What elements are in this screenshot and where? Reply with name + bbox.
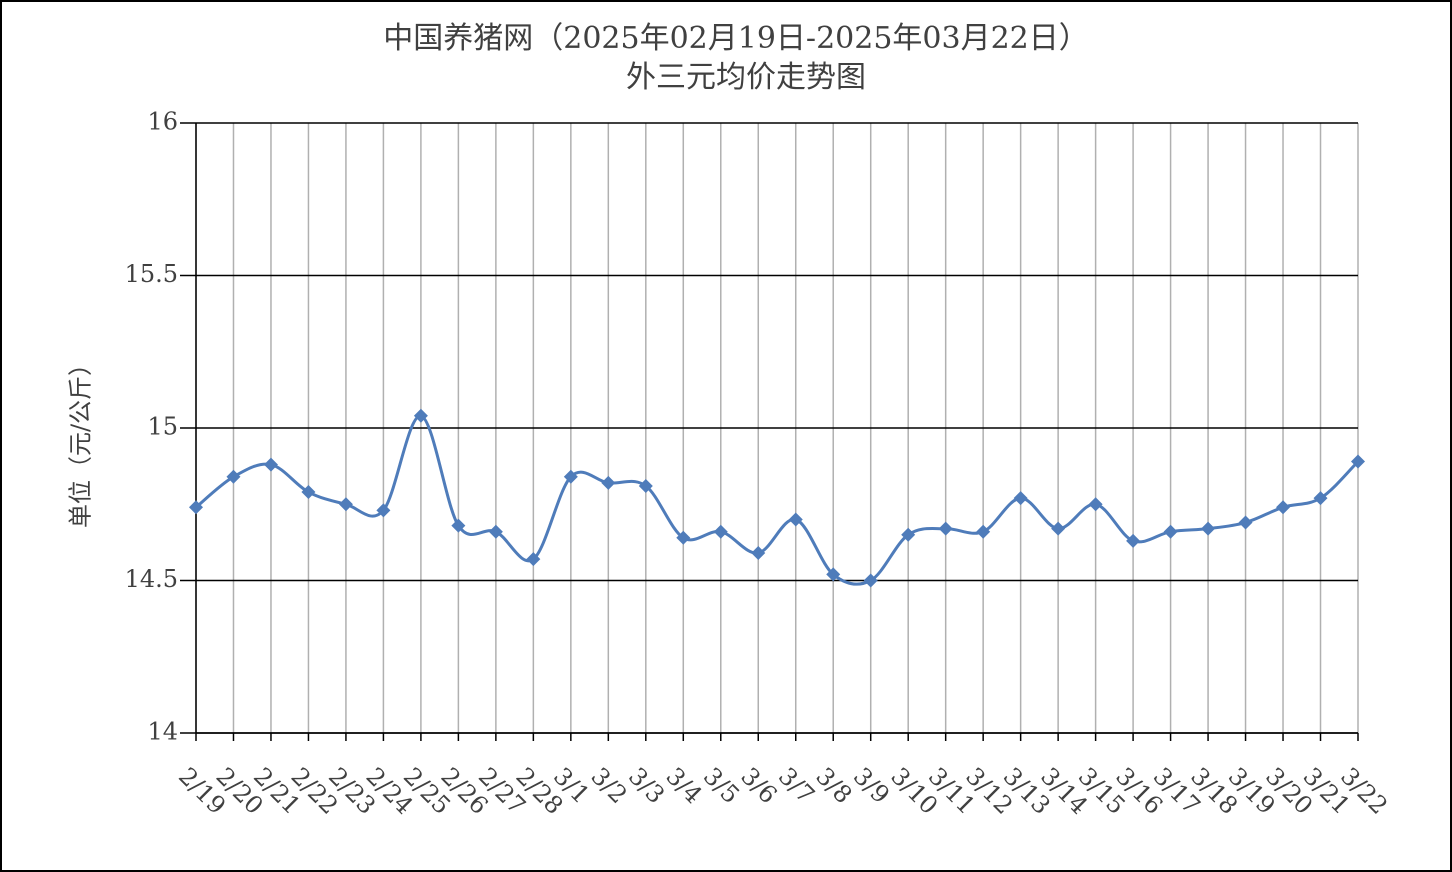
marker [451,518,466,533]
marker [1163,524,1178,539]
marker [189,500,203,515]
y-tick-label: 15.5 [125,260,178,288]
y-axis-label: 单位（元/公斤） [67,352,95,528]
y-tick-label: 14.5 [125,565,178,593]
marker [526,552,541,567]
marker [1088,497,1103,512]
marker [938,521,953,536]
marker [376,503,391,518]
marker [676,530,691,545]
y-tick-label: 15 [147,413,178,441]
y-tick-label: 16 [147,108,178,136]
marker [751,546,766,561]
marker [488,524,503,539]
marker [826,567,841,582]
marker [1313,491,1328,506]
marker [226,469,241,484]
marker [638,478,653,493]
marker [1238,515,1253,530]
marker [413,408,428,423]
marker [1013,491,1028,506]
marker [1201,521,1216,536]
marker [1051,521,1066,536]
marker [301,485,316,500]
marker [1126,533,1141,548]
marker [1351,454,1365,469]
marker [713,524,728,539]
marker [263,457,278,472]
marker [601,475,616,490]
marker [788,512,803,527]
y-tick-label: 14 [147,718,178,746]
marker [563,469,578,484]
marker [901,527,916,542]
chart-subtitle: 外三元均价走势图 [626,60,866,95]
marker [976,524,991,539]
marker [338,497,353,512]
marker [1276,500,1291,515]
chart-title: 中国养猪网（2025年02月19日-2025年03月22日） [383,21,1089,56]
marker [863,573,878,588]
